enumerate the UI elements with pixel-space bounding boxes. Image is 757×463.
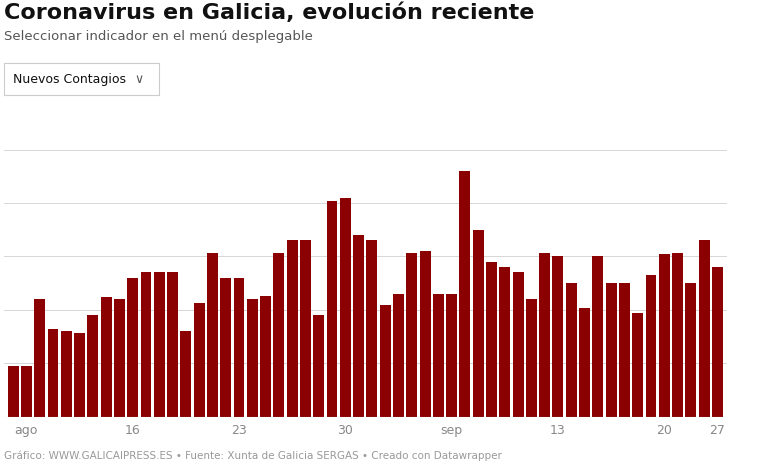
Bar [141, 272, 151, 417]
Bar [553, 257, 563, 417]
Bar [247, 299, 257, 417]
Bar [632, 313, 643, 417]
Bar [712, 267, 723, 417]
Bar [473, 230, 484, 417]
Bar [526, 299, 537, 417]
Bar [194, 303, 204, 417]
Bar [593, 257, 603, 417]
Bar [619, 283, 630, 417]
Bar [313, 315, 324, 417]
Bar [672, 253, 683, 417]
Bar [354, 235, 364, 417]
Bar [326, 201, 338, 417]
Bar [512, 272, 524, 417]
Bar [207, 253, 218, 417]
Bar [433, 294, 444, 417]
Bar [234, 278, 245, 417]
Bar [606, 283, 616, 417]
Bar [273, 253, 285, 417]
Text: ∨: ∨ [134, 73, 143, 86]
Text: Seleccionar indicador en el menú desplegable: Seleccionar indicador en el menú despleg… [4, 30, 313, 43]
Bar [287, 240, 298, 417]
Bar [446, 294, 457, 417]
Text: Nuevos Contagios: Nuevos Contagios [13, 73, 126, 86]
Bar [154, 272, 165, 417]
Bar [419, 251, 431, 417]
Bar [61, 331, 72, 417]
Bar [685, 283, 696, 417]
Bar [127, 278, 138, 417]
Text: Gráfico: WWW.GALICAIPRESS.ES • Fuente: Xunta de Galicia SERGAS • Creado con Data: Gráfico: WWW.GALICAIPRESS.ES • Fuente: X… [4, 450, 502, 461]
Bar [34, 299, 45, 417]
Bar [21, 367, 32, 417]
Bar [180, 331, 192, 417]
Text: Coronavirus en Galicia, evolución reciente: Coronavirus en Galicia, evolución recien… [4, 2, 534, 23]
Bar [74, 333, 85, 417]
Bar [407, 253, 417, 417]
Bar [8, 367, 18, 417]
Bar [646, 275, 656, 417]
Bar [659, 254, 670, 417]
Bar [366, 240, 377, 417]
Bar [87, 315, 98, 417]
Bar [393, 294, 404, 417]
Bar [579, 308, 590, 417]
Bar [220, 278, 231, 417]
Bar [114, 299, 125, 417]
Bar [300, 240, 311, 417]
Bar [48, 329, 58, 417]
Bar [486, 262, 497, 417]
Bar [500, 267, 510, 417]
Bar [380, 305, 391, 417]
Bar [260, 296, 271, 417]
Bar [699, 240, 709, 417]
Bar [340, 198, 350, 417]
Bar [459, 171, 470, 417]
Bar [101, 297, 111, 417]
Bar [539, 253, 550, 417]
Bar [167, 272, 178, 417]
Bar [565, 283, 577, 417]
